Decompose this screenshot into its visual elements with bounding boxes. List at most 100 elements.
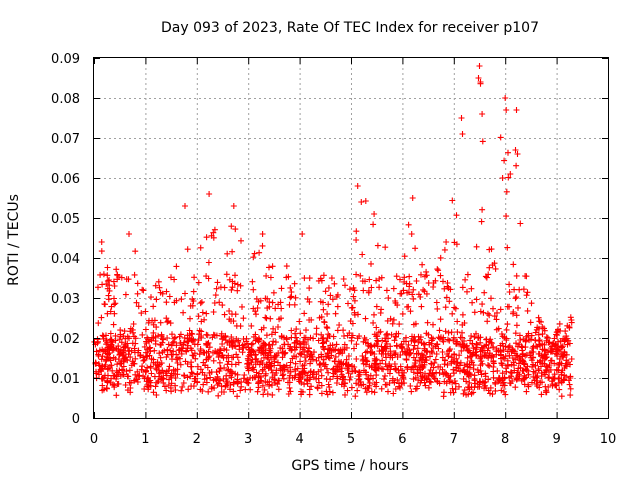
data-point: [445, 374, 452, 381]
data-point: [427, 353, 433, 360]
data-point: [422, 382, 429, 389]
data-point: [308, 383, 315, 390]
data-point: [459, 334, 466, 341]
data-point: [332, 310, 339, 317]
data-point: [372, 363, 379, 370]
data-point: [414, 383, 421, 390]
data-point: [95, 352, 102, 359]
data-point: [281, 341, 288, 348]
data-point: [567, 392, 574, 399]
data-point: [164, 319, 171, 326]
data-point: [300, 338, 307, 345]
data-point: [434, 341, 441, 348]
data-point: [388, 331, 395, 338]
data-point: [338, 368, 344, 375]
data-point: [142, 349, 149, 356]
data-point: [325, 301, 332, 308]
data-point: [544, 349, 551, 356]
data-point: [262, 378, 269, 385]
data-point: [183, 348, 190, 355]
data-point: [113, 373, 120, 380]
data-point: [477, 339, 484, 346]
data-point: [482, 370, 489, 377]
data-point: [224, 250, 231, 257]
data-point: [184, 246, 191, 253]
data-point: [130, 329, 136, 336]
data-point: [558, 360, 565, 367]
data-point: [393, 333, 399, 340]
data-point: [196, 351, 203, 358]
data-point: [464, 363, 471, 370]
y-tick-labels: 0 0.01 0.02 0.03 0.04 0.05 0.06 0.07 0.08 0.09: [51, 52, 80, 427]
data-point: [478, 218, 485, 225]
data-point: [301, 334, 308, 341]
data-point: [515, 304, 521, 311]
data-point: [548, 348, 555, 355]
data-point: [479, 138, 486, 145]
data-point: [340, 327, 347, 334]
data-point: [497, 306, 504, 313]
data-point: [173, 342, 180, 349]
data-point: [104, 285, 111, 292]
data-point: [126, 335, 132, 342]
data-point: [191, 375, 198, 382]
data-point: [523, 333, 530, 340]
data-point: [152, 282, 159, 289]
data-point: [270, 338, 277, 345]
data-point: [360, 356, 367, 363]
data-point: [272, 379, 279, 386]
data-point: [307, 360, 314, 367]
data-point: [494, 367, 501, 374]
data-point: [107, 330, 114, 337]
data-point: [288, 334, 295, 341]
data-point: [117, 327, 124, 334]
data-point: [239, 349, 246, 356]
data-point: [419, 365, 426, 372]
data-point: [353, 356, 360, 362]
data-point: [321, 319, 328, 326]
data-point: [221, 364, 228, 371]
data-point: [202, 362, 208, 369]
data-point: [214, 381, 221, 388]
data-point: [178, 296, 185, 303]
data-point: [359, 353, 366, 359]
data-point: [409, 333, 415, 340]
data-point: [163, 299, 170, 306]
data-point: [230, 318, 237, 325]
data-point: [263, 315, 270, 322]
data-point: [459, 321, 466, 328]
y-tick-label: 0.08: [51, 92, 80, 107]
data-point: [288, 289, 295, 295]
data-point: [423, 268, 430, 275]
data-point: [259, 242, 266, 249]
data-point: [567, 385, 574, 392]
data-point: [466, 347, 473, 354]
data-point: [382, 372, 388, 379]
data-point: [128, 379, 134, 386]
data-point: [234, 287, 241, 294]
data-point: [375, 338, 382, 345]
data-point: [403, 338, 409, 345]
data-point: [270, 289, 277, 296]
data-point: [205, 259, 212, 266]
data-point: [296, 378, 303, 385]
x-tick-label: 4: [295, 432, 303, 447]
data-point: [243, 335, 250, 342]
data-point: [514, 151, 521, 157]
data-point: [434, 266, 441, 273]
data-point: [387, 343, 394, 350]
data-point: [410, 295, 417, 302]
data-point: [473, 296, 480, 303]
data-point: [217, 284, 224, 291]
data-point: [551, 335, 558, 342]
data-point: [140, 354, 147, 361]
data-point: [515, 360, 522, 367]
data-point: [452, 380, 459, 387]
data-point: [385, 388, 391, 395]
data-point: [559, 343, 566, 350]
data-point: [143, 367, 149, 374]
data-point: [104, 378, 111, 385]
data-point: [400, 287, 407, 294]
data-point: [539, 360, 546, 367]
data-point: [513, 162, 520, 169]
